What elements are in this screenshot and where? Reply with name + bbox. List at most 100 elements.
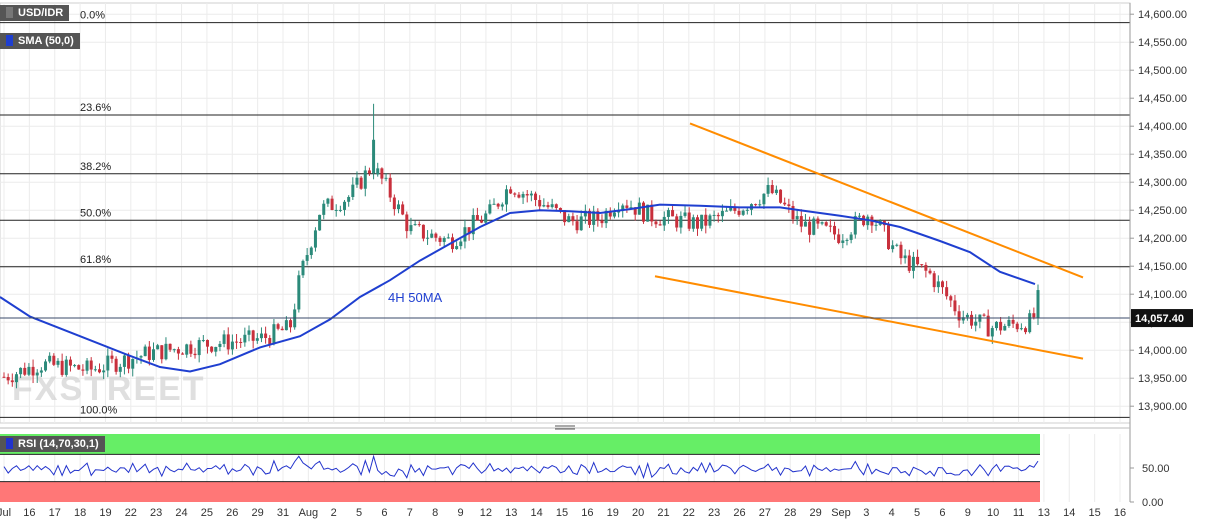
sma-tag[interactable]: SMA (50,0) <box>0 33 80 49</box>
candle-body <box>131 358 135 369</box>
candle-body <box>945 287 949 297</box>
candle-body <box>583 210 587 217</box>
candle-body <box>401 204 405 215</box>
candle-body <box>795 216 799 220</box>
candle-body <box>6 376 10 381</box>
candle-body <box>488 204 492 214</box>
candle-body <box>409 225 413 232</box>
x-tick-label: 2 <box>331 507 337 519</box>
candle-body <box>343 201 347 210</box>
x-tick-label: 5 <box>914 507 920 519</box>
candle-body <box>579 216 583 231</box>
candle-body <box>546 205 550 208</box>
candle-body <box>147 346 151 360</box>
candle-body <box>210 346 214 352</box>
time-axis: Jul1617181922232425262931Aug256789121314… <box>0 507 1126 519</box>
rsi-tag[interactable]: RSI (14,70,30,1) <box>0 436 105 452</box>
candle-body <box>122 355 126 367</box>
candle-body <box>226 334 230 350</box>
candle-body <box>513 193 517 195</box>
x-tick-label: 14 <box>1063 507 1075 519</box>
candle-body <box>766 185 770 194</box>
trendline-lower <box>654 275 1084 360</box>
x-tick-label: 5 <box>356 507 362 519</box>
candle-body <box>662 216 666 226</box>
candle-body <box>110 355 114 359</box>
candle-body <box>808 221 812 235</box>
rsi-line <box>3 454 1039 480</box>
candle-body <box>936 281 940 288</box>
fib-label: 23.6% <box>80 102 111 114</box>
x-tick-label: 29 <box>252 507 264 519</box>
y-tick-label: 14,200.00 <box>1138 233 1187 245</box>
candle-body <box>845 239 849 241</box>
sma-series: 4H 50MA <box>0 203 1036 373</box>
sma-label: SMA (50,0) <box>18 35 74 47</box>
candle-body <box>737 210 741 215</box>
x-tick-label: 25 <box>201 507 213 519</box>
x-tick-label: 26 <box>733 507 745 519</box>
candle-body <box>44 361 48 371</box>
candle-body <box>239 342 243 344</box>
x-tick-label: 20 <box>632 507 644 519</box>
candle-body <box>272 324 276 345</box>
candle-body <box>837 234 841 243</box>
candle-body <box>56 360 60 365</box>
x-tick-label: 22 <box>125 507 137 519</box>
rsi-tick-label: 50.00 <box>1142 463 1170 475</box>
candle-body <box>351 184 355 197</box>
candle-body <box>380 168 384 179</box>
candle-body <box>438 237 442 242</box>
candle-body <box>529 193 533 196</box>
candle-body <box>621 205 625 211</box>
candle-body <box>384 177 388 179</box>
candle-body <box>990 328 994 337</box>
x-tick-label: 17 <box>49 507 61 519</box>
candle-body <box>554 204 558 208</box>
candle-body <box>754 204 758 206</box>
candle-body <box>259 333 263 339</box>
x-tick-label: 4 <box>889 507 895 519</box>
symbol-tag[interactable]: USD/IDR <box>0 5 70 21</box>
candle-body <box>500 204 504 207</box>
candle-body <box>338 209 342 211</box>
candle-body <box>899 244 903 259</box>
candle-body <box>52 355 56 365</box>
candle-body <box>550 204 554 208</box>
candle-body <box>168 343 172 350</box>
candle-body <box>542 205 546 207</box>
candle-body <box>73 365 77 367</box>
last-price-label: 14,057.40 <box>1135 313 1184 325</box>
x-tick-label: 11 <box>1013 507 1024 519</box>
candle-body <box>521 194 525 198</box>
x-tick-label: 23 <box>708 507 720 519</box>
rsi-overbought-zone <box>0 434 1040 455</box>
candle-body <box>372 139 376 174</box>
candle-body <box>475 215 479 221</box>
candle-body <box>907 255 911 271</box>
candle-body <box>857 215 861 217</box>
candle-body <box>197 340 201 356</box>
candle-body <box>172 349 176 351</box>
candle-body <box>841 240 845 243</box>
candle-body <box>276 324 280 329</box>
candle-body <box>612 212 616 217</box>
x-tick-label: 22 <box>683 507 695 519</box>
x-tick-label: 18 <box>74 507 86 519</box>
x-tick-label: 3 <box>863 507 869 519</box>
candle-body <box>940 281 944 288</box>
symbol-label: USD/IDR <box>18 7 64 19</box>
candle-body <box>417 224 421 226</box>
candle-body <box>783 202 787 205</box>
x-tick-label: 10 <box>987 507 999 519</box>
candle-body <box>205 340 209 347</box>
candle-body <box>185 344 189 355</box>
fib-label: 61.8% <box>80 254 111 266</box>
x-tick-label: 31 <box>277 507 289 519</box>
candle-body <box>471 215 475 235</box>
last-price-box <box>1131 309 1193 328</box>
candle-body <box>176 349 180 354</box>
candle-body <box>720 210 724 217</box>
x-tick-label: 28 <box>784 507 796 519</box>
